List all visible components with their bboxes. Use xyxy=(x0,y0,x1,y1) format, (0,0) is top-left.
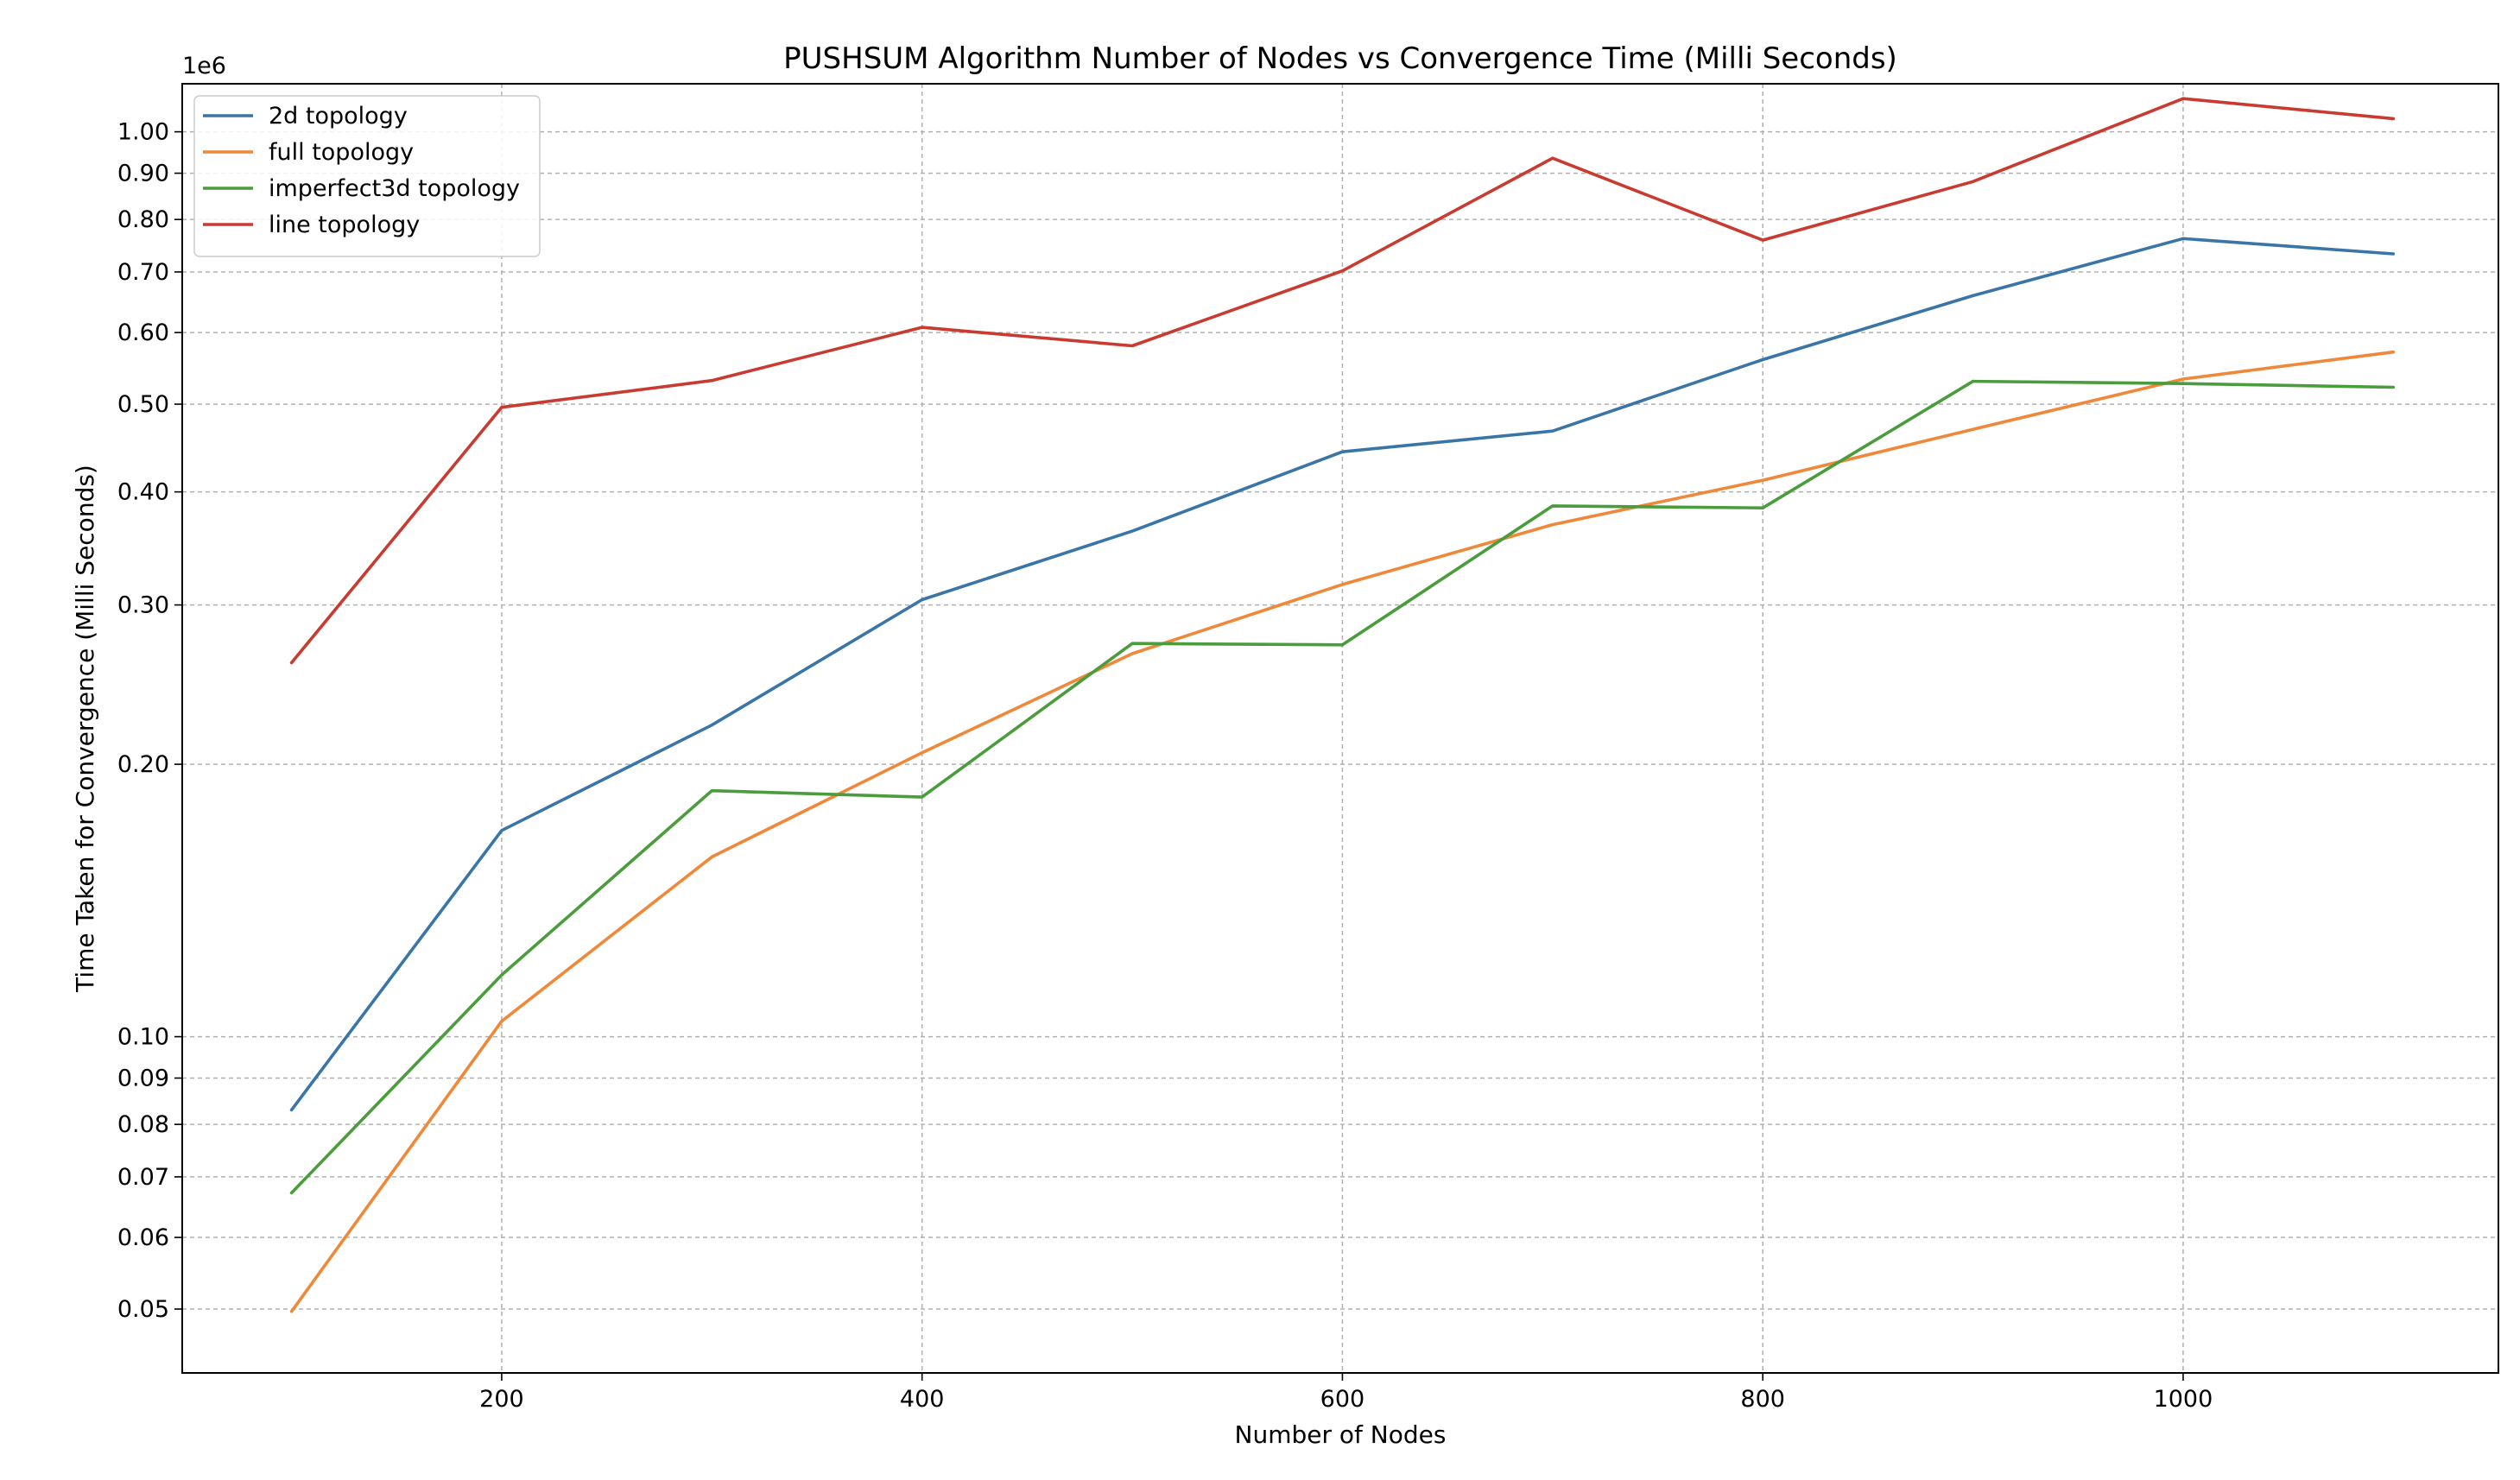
x-axis-label: Number of Nodes xyxy=(1235,1420,1447,1449)
y-tick-label: 0.90 xyxy=(117,161,169,187)
legend-box xyxy=(193,95,541,257)
legend-entry: full topology xyxy=(269,139,414,166)
x-tick-label: 400 xyxy=(900,1386,945,1413)
x-axis-ticks: 200 400 600 800 1000 xyxy=(479,1373,2213,1413)
y-tick-label: 0.70 xyxy=(117,259,169,286)
series-line xyxy=(289,237,2396,1112)
y-tick-label: 0.08 xyxy=(117,1111,169,1138)
y-tick-label: 0.20 xyxy=(117,751,169,778)
y-tick-label: 0.30 xyxy=(117,592,169,619)
y-tick-label: 0.50 xyxy=(117,391,169,418)
legend-entry: 2d topology xyxy=(269,103,408,130)
chart-title: PUSHSUM Algorithm Number of Nodes vs Con… xyxy=(783,41,1897,76)
y-tick-label: 0.07 xyxy=(117,1164,169,1191)
x-tick-label: 600 xyxy=(1320,1386,1365,1413)
y-offset-label: 1e6 xyxy=(182,53,226,79)
series-line xyxy=(289,350,2396,1313)
y-axis-label: Time Taken for Convergence (Milli Second… xyxy=(71,465,99,993)
grid xyxy=(182,84,2498,1373)
legend-entry: line topology xyxy=(269,212,420,238)
x-tick-label: 800 xyxy=(1740,1386,1785,1413)
y-axis-ticks: 0.05 0.06 0.07 0.08 0.09 0.10 0.20 0.30 0.40 0.50… xyxy=(117,119,182,1323)
series-line xyxy=(289,379,2396,1195)
y-tick-label: 1.00 xyxy=(117,119,169,146)
y-tick-label: 0.09 xyxy=(117,1066,169,1092)
legend-entry: imperfect3d topology xyxy=(269,175,520,202)
y-tick-label: 0.06 xyxy=(117,1224,169,1251)
plot-frame xyxy=(181,83,2499,1374)
legend: 2d topology full topology imperfect3d topo… xyxy=(193,95,541,257)
series-lines xyxy=(289,97,2396,1313)
x-tick-label: 1000 xyxy=(2154,1386,2213,1413)
y-tick-label: 0.80 xyxy=(117,206,169,233)
y-tick-label: 0.40 xyxy=(117,479,169,506)
x-tick-label: 200 xyxy=(479,1386,524,1413)
series-line xyxy=(289,97,2396,665)
y-tick-label: 0.05 xyxy=(117,1296,169,1323)
y-tick-label: 0.60 xyxy=(117,319,169,346)
y-tick-label: 0.10 xyxy=(117,1024,169,1051)
